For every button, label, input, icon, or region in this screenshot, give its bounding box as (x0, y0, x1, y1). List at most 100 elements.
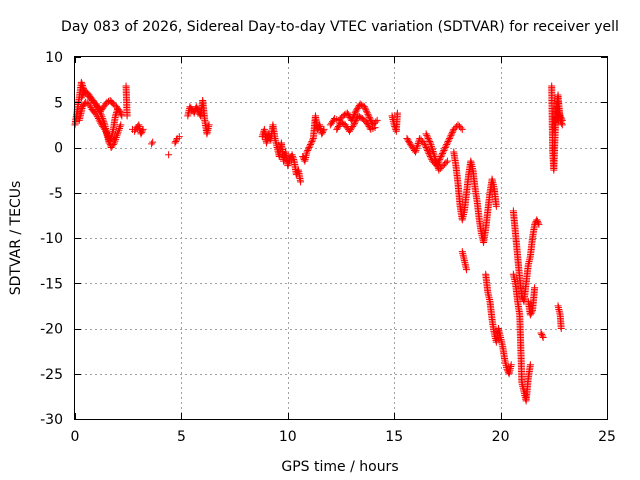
data-point (117, 121, 125, 129)
data-point (413, 143, 421, 151)
data-point (427, 142, 435, 150)
data-point (367, 116, 375, 124)
data-point (393, 109, 401, 117)
data-point (304, 147, 312, 155)
data-point (78, 92, 86, 100)
data-point (403, 134, 411, 142)
data-point (448, 130, 456, 138)
data-point (137, 130, 145, 138)
data-point (102, 129, 110, 137)
data-point (353, 106, 361, 114)
data-point (463, 266, 471, 274)
data-point (355, 113, 363, 121)
data-point (352, 116, 360, 124)
data-point (435, 166, 443, 174)
data-point (443, 139, 451, 147)
data-point (96, 118, 104, 126)
data-point (533, 216, 541, 224)
x-tick-label: 20 (492, 429, 510, 445)
data-point (86, 102, 94, 110)
data-point (424, 133, 432, 141)
data-point (116, 107, 124, 115)
data-point (116, 123, 124, 131)
data-point (446, 133, 454, 141)
data-point (354, 112, 362, 120)
data-point (334, 124, 342, 132)
data-point (352, 107, 360, 115)
x-axis-label: GPS time / hours (281, 459, 398, 475)
data-point (319, 128, 327, 136)
data-point (492, 202, 500, 210)
y-tick-label: -30 (40, 412, 63, 428)
data-point (351, 118, 359, 126)
data-point (414, 141, 422, 149)
x-tick-label: 15 (385, 429, 403, 445)
data-point (416, 134, 424, 142)
data-point (117, 110, 125, 118)
y-tick-label: -10 (40, 231, 63, 247)
data-point (558, 116, 566, 124)
data-point (319, 127, 327, 135)
data-point (362, 106, 370, 114)
data-point (406, 139, 414, 147)
chart-title: Day 083 of 2026, Sidereal Day-to-day VTE… (61, 19, 619, 35)
data-point (172, 136, 180, 144)
data-point (81, 87, 89, 95)
data-point (443, 140, 451, 148)
data-point (112, 135, 120, 143)
data-point (103, 131, 111, 139)
data-point (420, 139, 428, 147)
data-point (430, 149, 438, 157)
x-tick-label: 5 (177, 429, 186, 445)
data-point (436, 165, 444, 173)
data-point (364, 110, 372, 118)
data-point (82, 98, 90, 106)
data-point (431, 153, 439, 161)
data-point (414, 140, 422, 148)
data-point (539, 334, 547, 342)
data-point (171, 139, 179, 147)
y-axis-label: SDTVAR / TECUs (8, 181, 24, 296)
data-point (363, 109, 371, 117)
data-points (71, 78, 566, 405)
data-point (534, 219, 542, 227)
data-point (337, 118, 345, 126)
data-point (439, 148, 447, 156)
data-point (431, 154, 439, 162)
data-point (439, 162, 447, 170)
data-point (448, 128, 456, 136)
data-point (309, 136, 317, 144)
data-point (433, 161, 441, 169)
data-point (303, 148, 311, 156)
plot-frame (74, 56, 608, 420)
data-point (413, 145, 421, 153)
data-point (95, 116, 103, 124)
data-point (442, 142, 450, 150)
data-point (446, 134, 454, 142)
data-point (425, 136, 433, 144)
data-point (441, 144, 449, 151)
data-point (350, 119, 358, 127)
data-point (423, 145, 431, 153)
data-point (343, 109, 351, 117)
data-point (356, 100, 364, 108)
data-point (441, 145, 449, 153)
data-point (531, 284, 539, 292)
data-point (365, 113, 373, 121)
data-point (304, 145, 312, 153)
data-point (527, 309, 535, 317)
data-point (113, 132, 121, 140)
data-point (373, 116, 381, 124)
data-point (444, 137, 452, 145)
data-point (94, 115, 102, 123)
data-point (440, 147, 448, 155)
data-point (115, 126, 123, 134)
data-point (557, 325, 565, 332)
data-point (102, 127, 110, 135)
data-point (349, 122, 357, 130)
data-point (115, 124, 123, 132)
data-point (533, 217, 541, 225)
data-point (123, 112, 131, 120)
data-point (192, 103, 200, 111)
